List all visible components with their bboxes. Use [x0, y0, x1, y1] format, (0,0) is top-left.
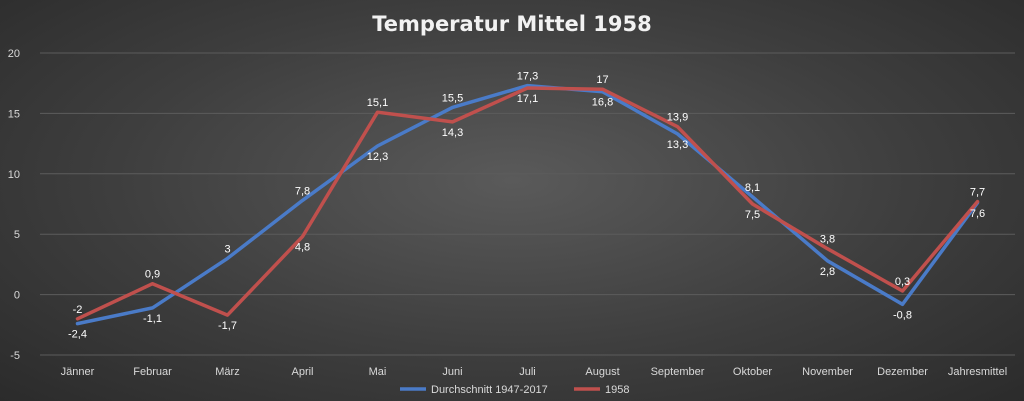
- y-tick-label: 5: [14, 229, 20, 241]
- data-label: 7,7: [970, 187, 985, 199]
- y-tick-label: 15: [8, 108, 20, 120]
- data-label: 12,3: [367, 151, 388, 163]
- x-tick-label: Mai: [369, 366, 387, 378]
- legend-label: 1958: [605, 384, 629, 396]
- data-label: 16,8: [592, 97, 613, 109]
- x-tick-label: November: [802, 366, 853, 378]
- legend-label: Durchschnitt 1947-2017: [431, 384, 548, 396]
- x-tick-label: Dezember: [877, 366, 928, 378]
- y-tick-label: 20: [8, 48, 20, 60]
- y-tick-label: -5: [10, 350, 20, 362]
- data-label: 3,8: [820, 234, 835, 246]
- data-label: 0,9: [145, 269, 160, 281]
- data-label: 17,1: [517, 93, 538, 105]
- x-tick-label: April: [291, 366, 313, 378]
- data-label: 4,8: [295, 242, 310, 254]
- data-label: 15,1: [367, 97, 388, 109]
- data-label: 7,8: [295, 185, 310, 197]
- data-label: 7,6: [970, 208, 985, 220]
- data-label: 17: [596, 74, 608, 86]
- x-axis-ticks: Jänner Februar März April Mai Juni Juli August S…: [61, 366, 1007, 378]
- data-label: 13,9: [667, 112, 688, 124]
- data-labels: -2,4 -1,1 3 7,8 12,3 15,5 17,3 16,8 13,3 8,1 2,8 -0…: [68, 71, 985, 341]
- x-tick-label: Oktober: [733, 366, 772, 378]
- x-tick-label: August: [585, 366, 619, 378]
- x-tick-label: September: [651, 366, 705, 378]
- chart-title: Temperatur Mittel 1958: [372, 12, 652, 36]
- x-tick-label: März: [215, 366, 239, 378]
- x-tick-label: Jänner: [61, 366, 95, 378]
- data-label: 7,5: [745, 209, 760, 221]
- x-tick-label: Jahresmittel: [948, 366, 1007, 378]
- data-label: 13,3: [667, 139, 688, 151]
- data-label: 17,3: [517, 71, 538, 83]
- data-label: 0,3: [895, 276, 910, 288]
- data-label: 15,5: [442, 92, 463, 104]
- data-label: 3: [224, 243, 230, 255]
- data-label: 2,8: [820, 266, 835, 278]
- x-tick-label: Juli: [519, 366, 536, 378]
- gridlines: [40, 52, 1015, 356]
- data-label: -2: [73, 304, 83, 316]
- series-line-0: [75, 83, 980, 326]
- legend: Durchschnitt 1947-2017 1958: [400, 384, 629, 396]
- y-tick-label: 10: [8, 169, 20, 181]
- data-label: -1,1: [143, 313, 162, 325]
- data-label: 8,1: [745, 182, 760, 194]
- y-axis-ticks: -5 0 5 10 15 20: [8, 48, 20, 362]
- x-tick-label: Juni: [442, 366, 462, 378]
- data-label: 14,3: [442, 127, 463, 139]
- x-tick-label: Februar: [133, 366, 172, 378]
- data-label: -2,4: [68, 329, 87, 341]
- data-label: -1,7: [218, 320, 237, 332]
- y-tick-label: 0: [14, 290, 20, 302]
- series-line-1: [75, 86, 980, 321]
- series-lines: [75, 83, 980, 326]
- data-label: -0,8: [893, 309, 912, 321]
